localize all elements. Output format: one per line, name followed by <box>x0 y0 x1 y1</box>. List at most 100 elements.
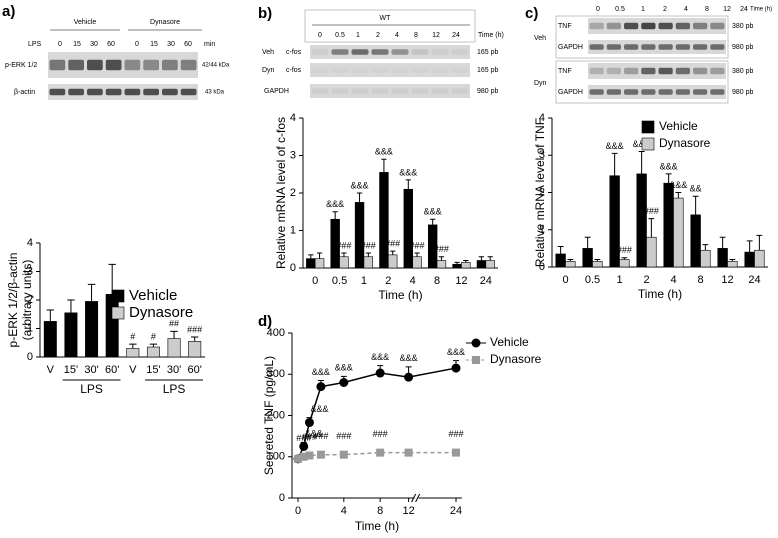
bar <box>436 260 447 269</box>
bar <box>461 262 471 269</box>
error-bar <box>67 299 75 313</box>
error-bar <box>46 309 55 322</box>
x-axis-label: Time (h) <box>378 288 422 302</box>
blot-lane-label: p-ERK 1/2 <box>5 62 37 69</box>
bar <box>64 312 78 358</box>
legend-label: Vehicle <box>129 287 177 304</box>
blot-time: 2 <box>663 6 667 13</box>
blot-row-label: LPS <box>28 41 42 48</box>
blot-band <box>432 67 449 73</box>
blot-band <box>658 67 673 75</box>
annotation: &&& <box>633 139 651 149</box>
y-tick-label: 0 <box>279 492 285 504</box>
blot-header: WT <box>380 15 392 22</box>
blot-size: 43 kDa <box>205 90 225 96</box>
point <box>451 363 461 373</box>
panel-letter: c) <box>525 5 538 22</box>
blot-band <box>412 67 429 73</box>
error-bar <box>719 236 726 249</box>
annotation: &&& <box>310 404 328 414</box>
blot-band <box>124 88 141 96</box>
x-tick-label: 12 <box>402 505 414 517</box>
blot-band <box>392 67 409 73</box>
x-tick-label: 30' <box>84 364 98 376</box>
error-bar <box>170 330 178 339</box>
error-bar <box>478 256 485 261</box>
bar <box>663 182 674 268</box>
y-axis-label: (arbitrary units) <box>20 260 34 341</box>
group-label: LPS <box>80 382 103 396</box>
blot-time: 0 <box>596 6 600 13</box>
blot-band <box>675 22 690 30</box>
blot-background <box>588 18 726 34</box>
blot-band <box>693 22 708 30</box>
blot-band <box>710 67 725 75</box>
y-tick-label: 4 <box>27 237 33 249</box>
bar <box>555 253 566 268</box>
point <box>376 448 385 457</box>
blot-band <box>641 22 656 30</box>
point <box>404 372 414 382</box>
error-bar <box>308 254 314 259</box>
error-bar <box>356 192 363 203</box>
y-tick-label: 0 <box>27 351 33 363</box>
annotation: &&& <box>400 353 418 363</box>
blot-lane-label: GAPDH <box>264 88 289 95</box>
bar <box>727 261 738 268</box>
blot-band <box>431 88 449 94</box>
error-bar <box>692 195 699 215</box>
blot-group: Veh <box>534 35 546 42</box>
blot-band <box>658 89 673 95</box>
error-bar <box>87 283 96 302</box>
bar <box>754 249 765 268</box>
bar <box>690 214 701 268</box>
point <box>316 450 325 459</box>
annotation: &&& <box>312 367 330 377</box>
blot-band <box>606 89 621 95</box>
blot-unit: Time (h) <box>750 7 772 13</box>
blot-size: 980 pb <box>732 89 754 96</box>
error-bar <box>108 263 116 295</box>
x-tick-label: V <box>47 364 55 376</box>
group-label: LPS <box>163 382 186 396</box>
bar <box>476 260 487 269</box>
x-tick-label: 24 <box>480 275 492 287</box>
blot-band <box>641 89 656 95</box>
annotation: ### <box>313 431 328 441</box>
error-bar <box>638 151 645 174</box>
bar <box>744 251 755 268</box>
x-tick-label: 2 <box>385 275 391 287</box>
blot-background <box>588 63 726 79</box>
blot-size: 380 pb <box>732 23 754 30</box>
blot-band <box>451 49 469 55</box>
blot-size: 42/44 kDa <box>202 63 230 69</box>
point <box>294 454 302 463</box>
blot-band <box>87 88 103 96</box>
blot-band <box>658 44 673 50</box>
error-bar <box>594 259 601 262</box>
y-axis-label: Secreted TNF (pg/mL) <box>262 356 276 475</box>
x-tick-label: 0 <box>295 505 301 517</box>
bar <box>85 301 99 358</box>
blot-band <box>49 59 66 71</box>
error-bar <box>675 192 682 199</box>
legend-label: Dynasore <box>659 136 711 150</box>
blot-size: 380 pb <box>732 68 754 75</box>
bar <box>105 293 119 358</box>
blot-band <box>606 44 621 50</box>
blot-band <box>589 67 604 75</box>
blot-group: Dynasore <box>150 19 180 26</box>
blot-band <box>162 59 178 71</box>
error-bar <box>129 343 137 349</box>
error-bar <box>390 250 396 255</box>
blot-time: 4 <box>395 32 399 39</box>
blot-band <box>710 22 725 30</box>
blot-lane-label: TNF <box>558 23 572 30</box>
blot-time: 1 <box>356 32 360 39</box>
x-tick-label: 60' <box>105 364 119 376</box>
annotation: ### <box>373 429 388 439</box>
blot-size: 165 pb <box>477 67 499 74</box>
blot-band <box>87 59 103 71</box>
blot-time: 60 <box>107 41 115 48</box>
y-tick-label: 400 <box>267 327 285 339</box>
